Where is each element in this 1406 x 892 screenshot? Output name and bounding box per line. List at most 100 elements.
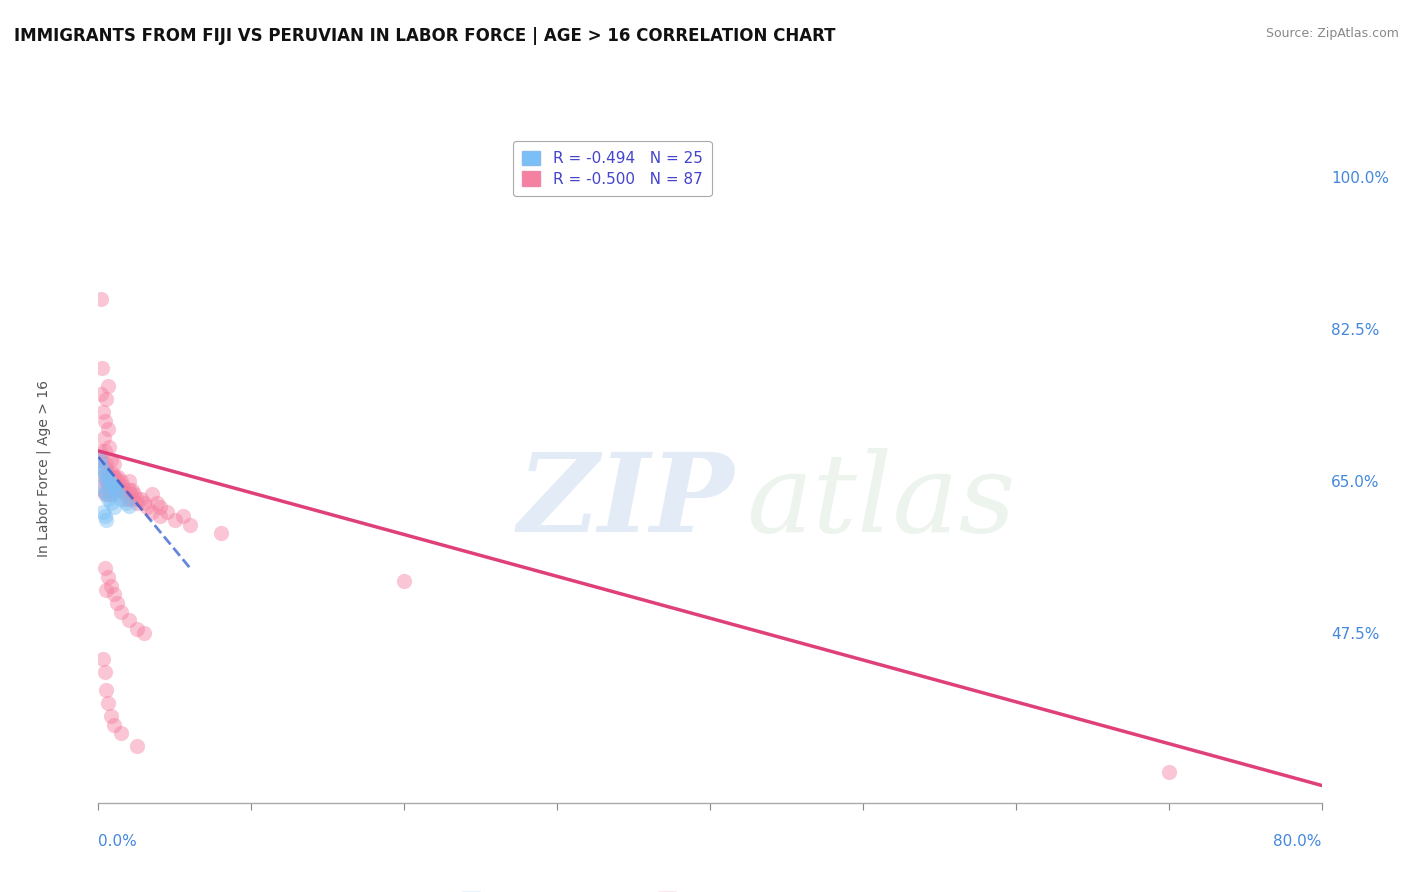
Point <box>118 491 141 506</box>
Point <box>110 491 132 506</box>
Point <box>94 457 117 471</box>
Point <box>101 466 124 480</box>
Point <box>97 422 120 436</box>
Point <box>172 509 194 524</box>
Point <box>97 473 120 487</box>
Point <box>111 478 134 492</box>
Point <box>103 481 125 495</box>
Text: ZIP: ZIP <box>517 448 734 556</box>
Point <box>115 487 138 501</box>
Point <box>101 475 124 489</box>
Point <box>105 478 128 492</box>
Point <box>104 483 127 497</box>
Point <box>93 431 115 445</box>
Point <box>101 478 124 492</box>
Point <box>118 613 141 627</box>
Point <box>94 513 117 527</box>
Point <box>118 475 141 489</box>
Point <box>209 526 232 541</box>
Point <box>97 570 120 584</box>
Point <box>141 487 163 501</box>
Point <box>98 475 121 489</box>
Point <box>94 444 117 458</box>
Point <box>100 476 122 491</box>
Point <box>98 475 121 489</box>
Point <box>100 496 122 510</box>
Point <box>103 470 125 484</box>
Point <box>103 500 125 515</box>
Point <box>97 378 120 392</box>
Point <box>93 484 115 499</box>
Text: atlas: atlas <box>747 448 1017 556</box>
Point <box>108 478 131 492</box>
Point <box>129 491 152 506</box>
Point <box>89 444 111 458</box>
Point <box>98 487 121 501</box>
Point <box>90 458 112 473</box>
Point <box>110 483 132 497</box>
Point <box>91 483 114 497</box>
Point <box>101 487 124 501</box>
Point <box>125 622 148 636</box>
Point <box>115 496 138 510</box>
Point <box>392 574 416 589</box>
Text: 0.0%: 0.0% <box>98 834 138 849</box>
Point <box>93 665 115 680</box>
Point <box>103 457 125 471</box>
Point <box>115 491 138 506</box>
Point <box>149 500 172 515</box>
Point <box>110 605 132 619</box>
Point <box>149 509 172 524</box>
Point <box>120 487 142 501</box>
Point <box>1157 765 1180 780</box>
Point <box>91 652 114 666</box>
Point <box>90 478 112 492</box>
Point <box>97 696 120 710</box>
Point <box>103 717 125 731</box>
Point <box>91 464 114 478</box>
Point <box>93 487 115 501</box>
Point <box>136 500 159 515</box>
Point <box>163 513 186 527</box>
Point <box>107 487 129 501</box>
Point <box>94 470 117 484</box>
Text: 80.0%: 80.0% <box>1274 834 1322 849</box>
Point <box>93 467 115 482</box>
Point <box>94 487 117 501</box>
Point <box>93 561 115 575</box>
Point <box>90 452 112 467</box>
Point <box>97 478 120 492</box>
Point <box>105 484 128 499</box>
Text: In Labor Force | Age > 16: In Labor Force | Age > 16 <box>37 380 51 557</box>
Point <box>121 491 143 506</box>
Point <box>110 475 132 489</box>
Point <box>103 483 125 497</box>
Point <box>97 491 120 506</box>
Text: IMMIGRANTS FROM FIJI VS PERUVIAN IN LABOR FORCE | AGE > 16 CORRELATION CHART: IMMIGRANTS FROM FIJI VS PERUVIAN IN LABO… <box>14 27 835 45</box>
Point <box>91 405 114 419</box>
Point <box>90 387 112 401</box>
Point <box>134 626 156 640</box>
Point <box>100 452 122 467</box>
Point <box>105 596 128 610</box>
Point <box>110 726 132 740</box>
Point <box>118 499 141 513</box>
Point <box>94 682 117 697</box>
Point <box>100 709 122 723</box>
Point <box>91 505 114 519</box>
Point <box>94 582 117 597</box>
Point <box>90 292 112 306</box>
Point <box>145 496 167 510</box>
Point <box>118 483 141 497</box>
Point <box>100 470 122 484</box>
Point <box>94 475 117 489</box>
Point <box>100 578 122 592</box>
Point <box>93 461 115 475</box>
Point <box>104 470 127 484</box>
Point <box>112 483 135 497</box>
Point <box>156 505 179 519</box>
Point <box>89 452 111 467</box>
Point <box>103 587 125 601</box>
Point <box>121 483 143 497</box>
Point <box>179 517 201 532</box>
